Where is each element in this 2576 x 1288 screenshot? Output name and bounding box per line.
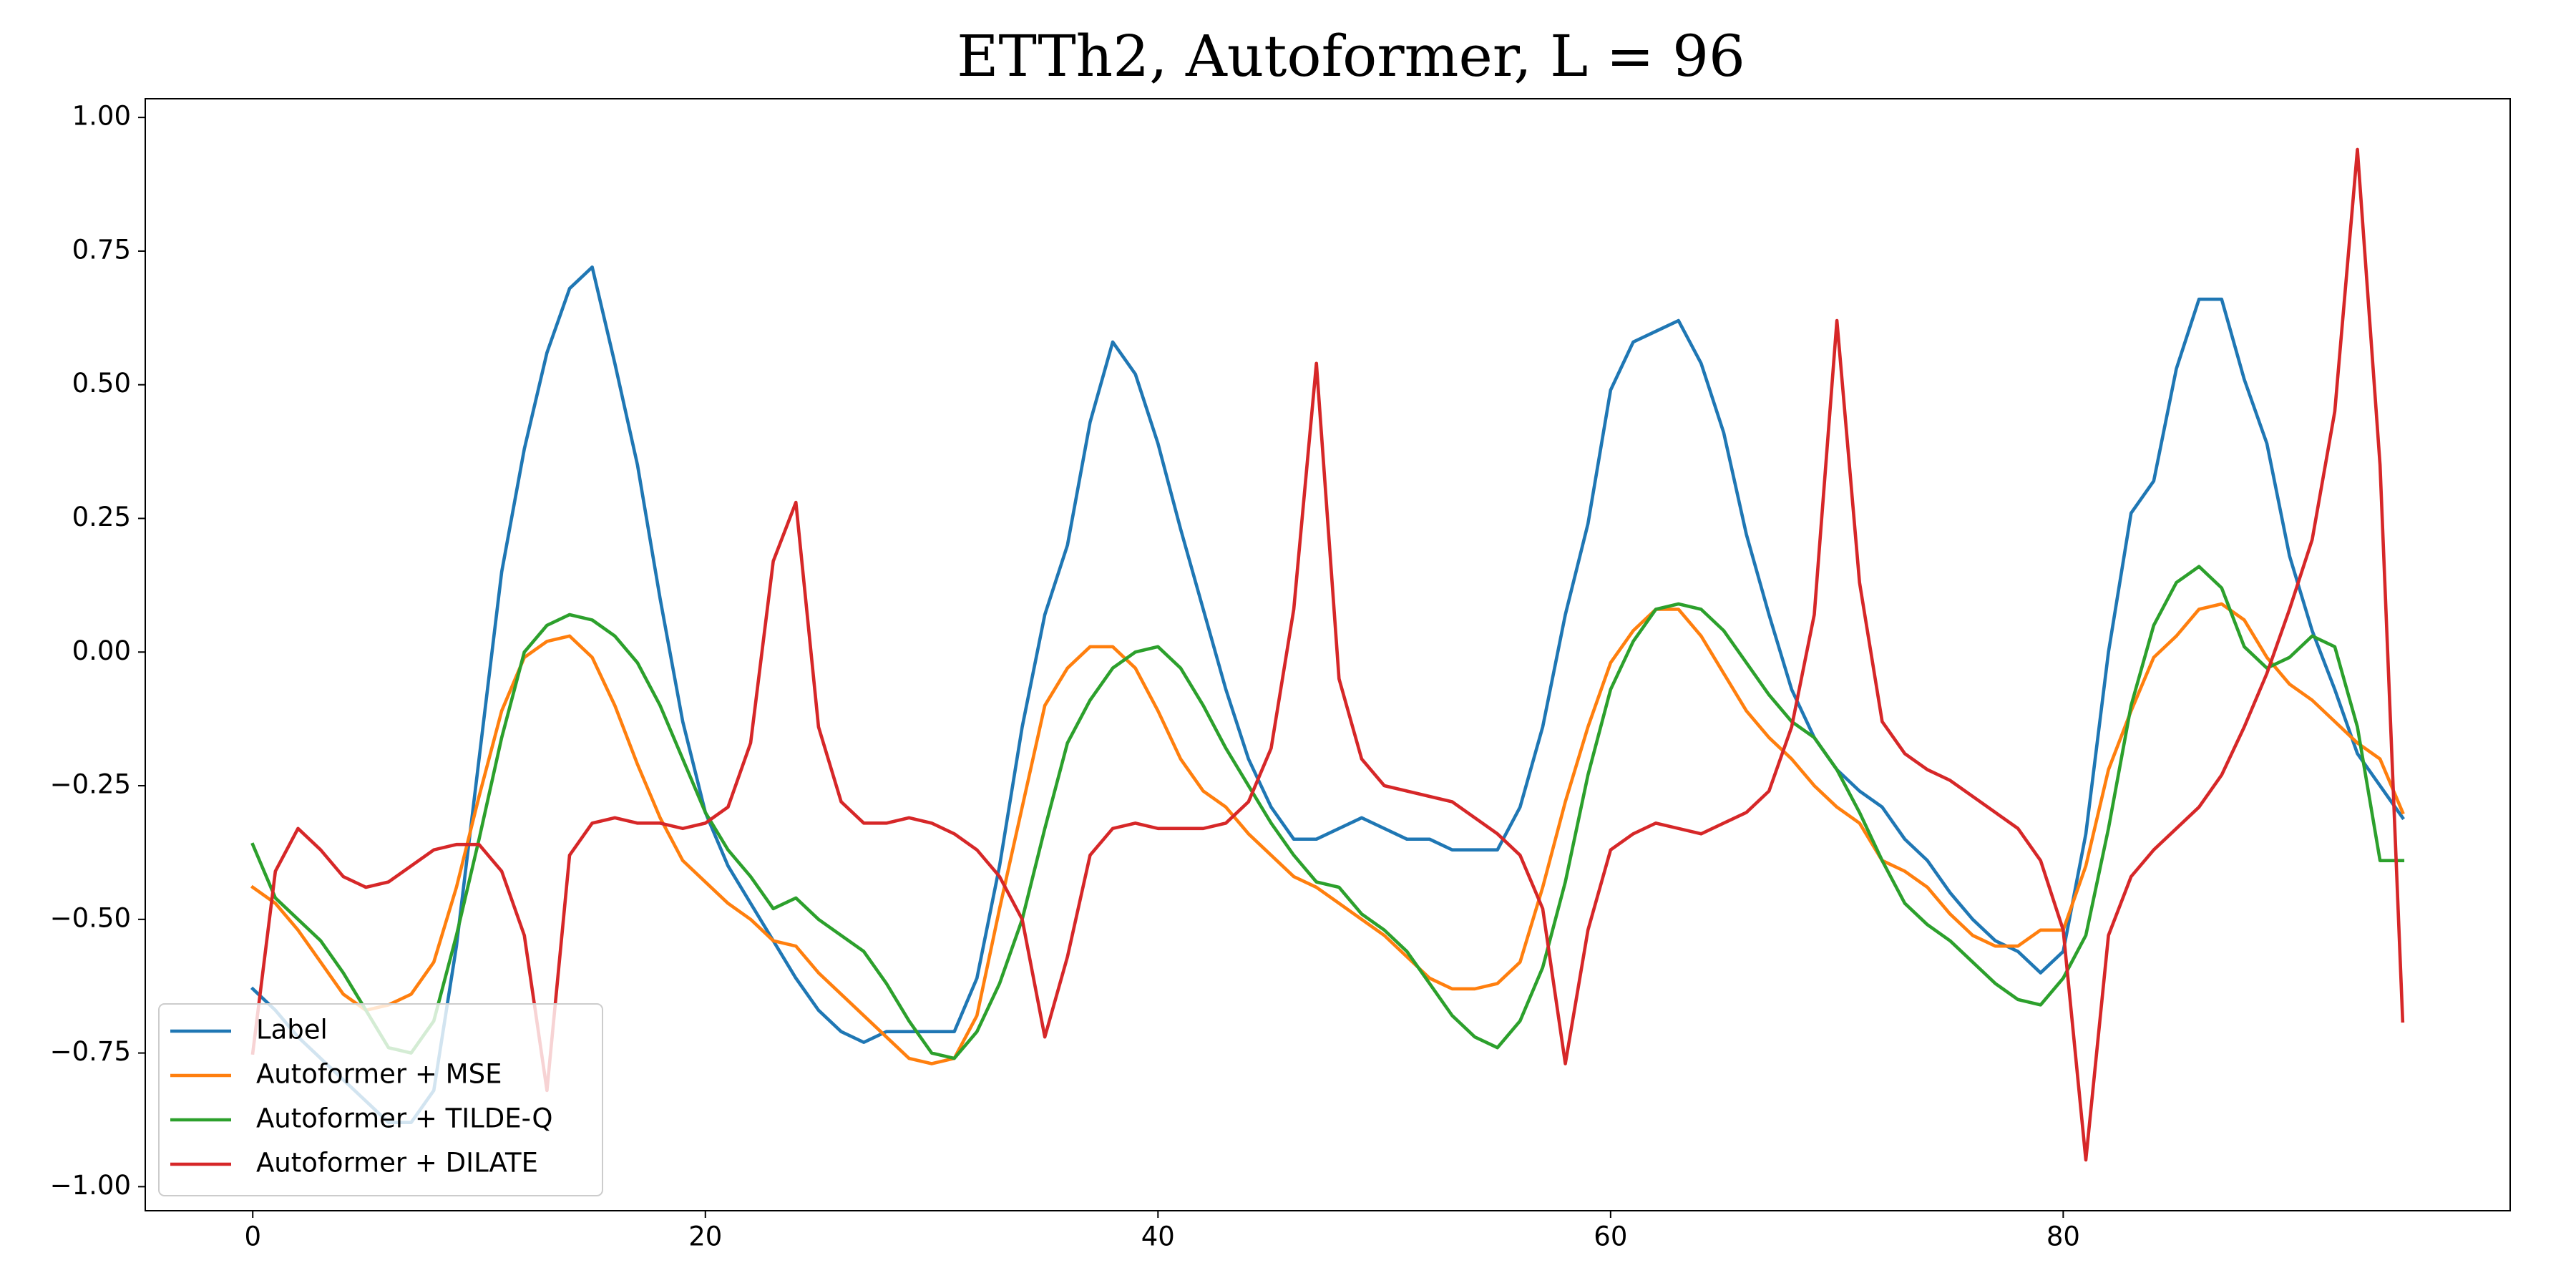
y-tick-label: 1.00	[72, 101, 131, 132]
x-tick-label: 40	[1141, 1221, 1175, 1252]
plot-frame	[145, 98, 2511, 1211]
y-tick-label: 0.75	[72, 234, 131, 265]
series-line	[250, 565, 2405, 1060]
legend-label: Autoformer + MSE	[256, 1059, 502, 1090]
y-tick-label: −0.50	[50, 902, 131, 933]
series-line	[250, 147, 2405, 1162]
y-tick-label: −1.00	[50, 1170, 131, 1201]
series-line	[250, 265, 2405, 1125]
y-tick-label: −0.25	[50, 769, 131, 800]
legend-label: Label	[256, 1015, 328, 1045]
chart-title: ETTh2, Autoformer, L = 96	[957, 23, 1745, 89]
x-tick-label: 60	[1594, 1221, 1627, 1252]
legend-label: Autoformer + TILDE-Q	[256, 1103, 553, 1134]
legend-label: Autoformer + DILATE	[256, 1148, 538, 1179]
series-line	[250, 602, 2405, 1065]
y-tick-label: 0.25	[72, 502, 131, 532]
x-tick-label: 20	[688, 1221, 722, 1252]
y-tick-label: −0.75	[50, 1036, 131, 1067]
x-tick-label: 0	[244, 1221, 261, 1252]
x-tick-label: 80	[2046, 1221, 2080, 1252]
y-tick-label: 0.50	[72, 368, 131, 399]
y-tick-label: 0.00	[72, 635, 131, 666]
legend-box	[158, 1003, 603, 1196]
